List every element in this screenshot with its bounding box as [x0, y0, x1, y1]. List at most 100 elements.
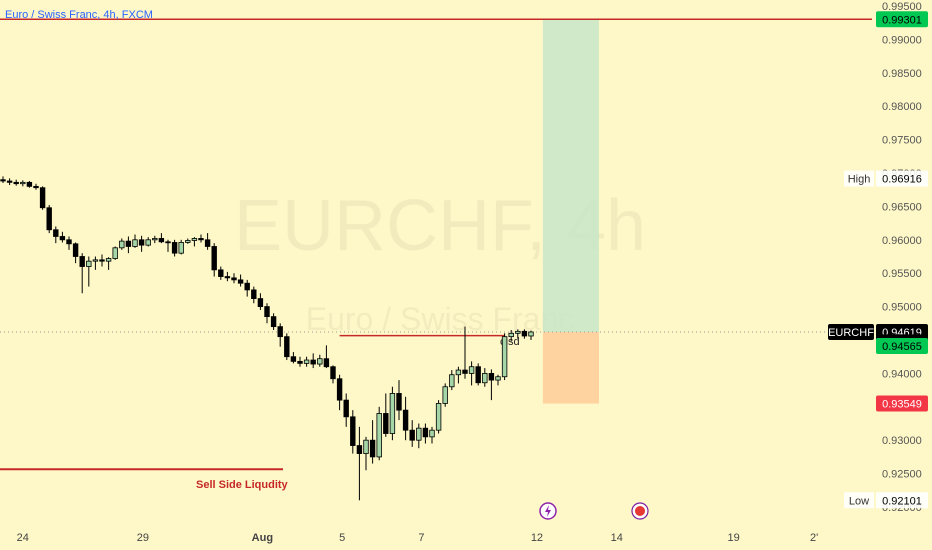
candle[interactable]: [66, 239, 72, 245]
candle[interactable]: [284, 336, 290, 358]
target-price-label: 0.99301: [882, 14, 922, 26]
candle[interactable]: [482, 372, 488, 384]
candle[interactable]: [0, 179, 6, 182]
candle[interactable]: [508, 332, 514, 338]
candle[interactable]: [86, 260, 92, 267]
candle[interactable]: [191, 238, 198, 241]
candle[interactable]: [138, 239, 145, 246]
candle[interactable]: [455, 369, 462, 376]
candle[interactable]: [323, 358, 330, 368]
candle[interactable]: [237, 279, 244, 284]
candle[interactable]: [376, 413, 382, 458]
candle[interactable]: [270, 316, 277, 328]
high-value: 0.96916: [882, 174, 922, 186]
candle[interactable]: [20, 181, 26, 185]
candle[interactable]: [422, 427, 429, 438]
candle[interactable]: [449, 374, 455, 388]
candle[interactable]: [409, 429, 415, 441]
candle[interactable]: [468, 366, 475, 374]
low-value-bg: [876, 492, 928, 509]
candle[interactable]: [297, 360, 303, 364]
candle[interactable]: [429, 429, 435, 438]
candle[interactable]: [303, 359, 310, 364]
low-tag-bg: [844, 492, 874, 509]
lightning-icon: [545, 505, 551, 517]
candle[interactable]: [402, 409, 409, 431]
x-tick-label: 24: [17, 532, 29, 544]
candle[interactable]: [125, 240, 132, 247]
candle[interactable]: [475, 366, 481, 384]
candle[interactable]: [72, 243, 79, 257]
candle[interactable]: [369, 439, 376, 458]
candle[interactable]: [383, 413, 389, 434]
candle[interactable]: [26, 181, 33, 187]
candle[interactable]: [290, 356, 297, 362]
candle[interactable]: [132, 239, 138, 247]
candle[interactable]: [310, 359, 316, 365]
candle[interactable]: [152, 238, 158, 241]
candle[interactable]: [33, 185, 39, 189]
stop-zone[interactable]: [542, 332, 599, 404]
candle[interactable]: [528, 331, 534, 337]
resistance-price-label: 0.94565: [882, 341, 922, 353]
candle[interactable]: [92, 259, 99, 262]
y-tick-label: 0.99500: [882, 1, 922, 13]
candle[interactable]: [231, 277, 237, 281]
candle[interactable]: [416, 427, 422, 441]
candle[interactable]: [185, 240, 191, 243]
candle[interactable]: [224, 276, 231, 279]
candle[interactable]: [521, 330, 528, 337]
candle[interactable]: [145, 239, 151, 246]
candle[interactable]: [46, 207, 52, 231]
sell-side-liquidity-label: Sell Side Liqudity: [196, 479, 289, 491]
candle[interactable]: [251, 289, 257, 299]
candle[interactable]: [257, 298, 264, 308]
candle[interactable]: [277, 326, 283, 338]
candle[interactable]: [218, 269, 224, 277]
candle[interactable]: [396, 393, 402, 411]
candle[interactable]: [53, 229, 59, 237]
candle[interactable]: [488, 372, 495, 381]
candle[interactable]: [6, 180, 13, 183]
candle[interactable]: [389, 393, 396, 434]
candle[interactable]: [515, 330, 521, 334]
candle[interactable]: [171, 242, 178, 254]
candle[interactable]: [363, 439, 369, 454]
candle[interactable]: [105, 258, 112, 262]
candle[interactable]: [178, 242, 184, 254]
target-zone[interactable]: [542, 19, 599, 333]
candle[interactable]: [13, 181, 19, 185]
candle[interactable]: [356, 445, 363, 454]
high-tag: High: [848, 174, 871, 186]
candle[interactable]: [59, 236, 66, 241]
candle[interactable]: [204, 239, 211, 247]
candle[interactable]: [343, 399, 349, 418]
candle[interactable]: [211, 246, 217, 271]
candle[interactable]: [350, 416, 356, 446]
candle[interactable]: [165, 241, 171, 244]
candle[interactable]: [442, 386, 448, 404]
candle[interactable]: [317, 358, 323, 365]
y-tick-label: 0.99000: [882, 34, 922, 46]
candle[interactable]: [244, 282, 250, 291]
candle[interactable]: [119, 240, 125, 249]
candle[interactable]: [158, 238, 165, 243]
candle[interactable]: [198, 238, 204, 241]
candle[interactable]: [435, 403, 442, 431]
y-tick-label: 0.98000: [882, 101, 922, 113]
candle[interactable]: [112, 247, 118, 259]
candle[interactable]: [336, 378, 343, 401]
target-price-label-bg: [876, 11, 928, 28]
y-tick-label: 0.92500: [882, 469, 922, 481]
candle[interactable]: [462, 369, 468, 374]
candle[interactable]: [79, 256, 85, 267]
candle[interactable]: [264, 306, 270, 318]
x-tick-label: 5: [339, 532, 345, 544]
candle[interactable]: [501, 336, 508, 378]
candle[interactable]: [39, 187, 46, 209]
candle[interactable]: [99, 259, 105, 262]
candle[interactable]: [330, 366, 336, 380]
candle[interactable]: [495, 376, 501, 381]
